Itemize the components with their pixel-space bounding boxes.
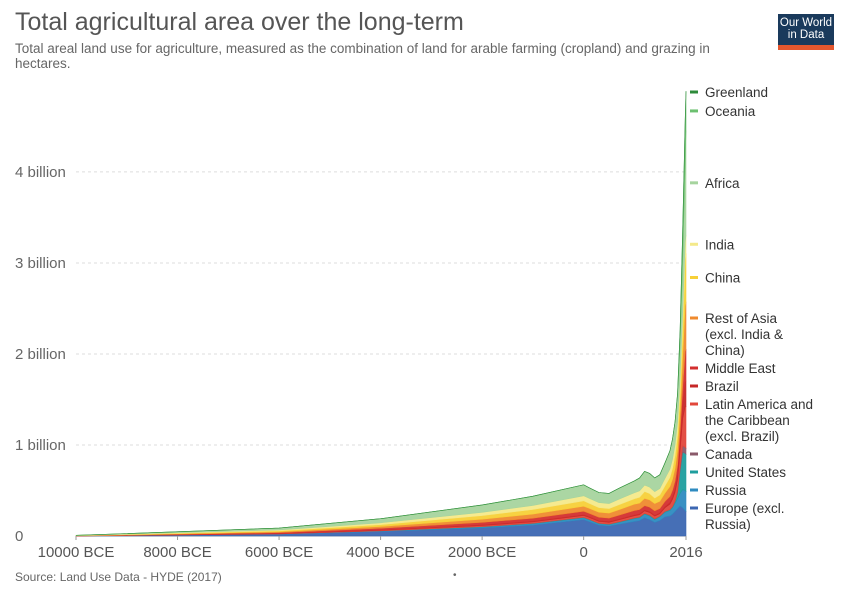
legend-label: Rest of Asia: [705, 311, 778, 326]
y-tick-label: 1 billion: [15, 437, 66, 454]
area-africa[interactable]: [75, 130, 687, 536]
legend-label: China): [705, 343, 745, 358]
area-oceania[interactable]: [75, 91, 687, 536]
legend-label: Africa: [705, 176, 740, 191]
legend-label: Oceania: [705, 104, 756, 119]
legend-item[interactable]: Rest of Asia(excl. India &China): [690, 311, 783, 358]
footer-dot: •: [453, 570, 457, 581]
legend-label: the Caribbean: [705, 413, 790, 428]
x-tick-label: 6000 BCE: [245, 544, 313, 561]
legend-item[interactable]: Middle East: [690, 361, 776, 376]
chart-title: Total agricultural area over the long-te…: [15, 8, 464, 36]
x-axis-ticks: 10000 BCE 8000 BCE 6000 BCE 4000 BCE 2000 BC…: [38, 536, 703, 561]
y-tick-label: 2 billion: [15, 346, 66, 363]
x-tick-label: 10000 BCE: [38, 544, 115, 561]
legend-label: China: [705, 271, 741, 286]
legend-item[interactable]: Oceania: [690, 104, 756, 119]
legend-label: India: [705, 237, 735, 252]
legend-label: United States: [705, 465, 786, 480]
legend-item[interactable]: Russia: [690, 483, 747, 498]
legend-item[interactable]: India: [690, 237, 735, 252]
legend-item[interactable]: United States: [690, 465, 786, 480]
legend-item[interactable]: China: [690, 271, 741, 286]
y-tick-label: 4 billion: [15, 164, 66, 181]
y-tick-label: 0: [15, 528, 23, 545]
stacked-areas: [75, 91, 687, 537]
legend: Greenland Oceania Africa India China Rest of …: [690, 85, 813, 532]
legend-label: (excl. Brazil): [705, 429, 779, 444]
legend-label: Europe (excl.: [705, 501, 785, 516]
legend-label: Canada: [705, 447, 753, 462]
grid-lines: [76, 171, 686, 537]
legend-label: Brazil: [705, 379, 739, 394]
owid-logo[interactable]: Our World in Data: [778, 14, 834, 50]
legend-item[interactable]: Greenland: [690, 85, 768, 100]
logo-line-2: in Data: [787, 29, 825, 41]
chart-subtitle: Total areal land use for agriculture, me…: [15, 41, 710, 71]
area-greenland[interactable]: [75, 91, 687, 536]
logo-line-1: Our World: [779, 17, 833, 29]
legend-item[interactable]: Europe (excl.Russia): [690, 501, 785, 532]
x-tick-label: 0: [579, 544, 587, 561]
legend-label: (excl. India &: [705, 327, 783, 342]
legend-label: Middle East: [705, 361, 776, 376]
x-tick-label: 8000 BCE: [143, 544, 211, 561]
legend-label: Russia): [705, 517, 751, 532]
legend-item[interactable]: Canada: [690, 447, 753, 462]
legend-item[interactable]: Africa: [690, 176, 740, 191]
legend-label: Greenland: [705, 85, 768, 100]
x-tick-label: 2016: [669, 544, 702, 561]
legend-item[interactable]: Brazil: [690, 379, 739, 394]
y-axis-ticks: 0 1 billion 2 billion 3 billion 4 billion: [15, 164, 66, 545]
x-tick-label: 4000 BCE: [346, 544, 414, 561]
x-tick-label: 2000 BCE: [448, 544, 516, 561]
y-tick-label: 3 billion: [15, 255, 66, 272]
source-note[interactable]: Source: Land Use Data - HYDE (2017): [15, 570, 222, 584]
legend-label: Russia: [705, 483, 747, 498]
legend-label: Latin America and: [705, 397, 813, 412]
